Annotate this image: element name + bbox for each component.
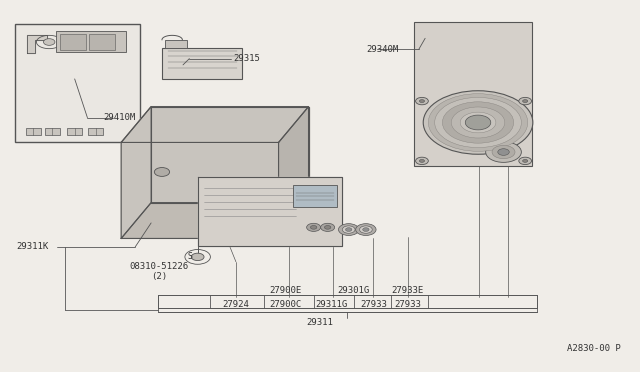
Polygon shape <box>27 35 47 53</box>
Circle shape <box>519 97 532 105</box>
Circle shape <box>356 224 376 235</box>
Circle shape <box>523 160 528 162</box>
Circle shape <box>423 91 533 154</box>
Bar <box>56 31 125 52</box>
Circle shape <box>310 225 317 229</box>
Text: 27924: 27924 <box>223 300 250 310</box>
Text: 29315: 29315 <box>234 54 260 63</box>
Text: 29311: 29311 <box>307 318 333 327</box>
Polygon shape <box>198 177 342 246</box>
Circle shape <box>44 39 55 45</box>
Circle shape <box>523 100 528 103</box>
Circle shape <box>451 107 505 138</box>
Bar <box>67 128 83 135</box>
Circle shape <box>465 115 491 130</box>
Bar <box>15 23 140 142</box>
Circle shape <box>324 225 331 229</box>
Circle shape <box>339 224 359 235</box>
Text: 27933: 27933 <box>360 300 387 310</box>
Circle shape <box>415 157 428 164</box>
Bar <box>88 128 103 135</box>
Circle shape <box>460 112 496 133</box>
Polygon shape <box>151 107 308 203</box>
Circle shape <box>419 100 424 103</box>
Bar <box>162 48 242 79</box>
Circle shape <box>154 167 170 176</box>
Circle shape <box>419 160 424 162</box>
Polygon shape <box>278 107 308 238</box>
Circle shape <box>307 223 321 231</box>
Bar <box>26 128 41 135</box>
Bar <box>90 34 115 50</box>
Polygon shape <box>121 203 308 238</box>
Text: 27933: 27933 <box>394 300 421 310</box>
Circle shape <box>486 142 522 162</box>
Text: A2830-00 P: A2830-00 P <box>567 344 621 353</box>
Bar <box>414 22 532 166</box>
Circle shape <box>415 97 428 105</box>
Bar <box>45 128 60 135</box>
Circle shape <box>428 94 528 151</box>
Circle shape <box>346 228 352 231</box>
Circle shape <box>363 228 369 231</box>
Bar <box>164 40 187 48</box>
Text: 29410M: 29410M <box>103 113 136 122</box>
Circle shape <box>191 253 204 260</box>
Text: 27900E: 27900E <box>269 286 301 295</box>
Circle shape <box>442 102 514 143</box>
Bar <box>293 185 337 207</box>
Circle shape <box>498 149 509 155</box>
Text: 29311G: 29311G <box>316 300 348 310</box>
Circle shape <box>321 223 335 231</box>
Text: 29340M: 29340M <box>366 45 399 54</box>
Circle shape <box>435 97 522 148</box>
Text: 27900C: 27900C <box>269 300 301 310</box>
Bar <box>60 34 86 50</box>
Text: 08310-51226
(2): 08310-51226 (2) <box>130 262 189 281</box>
Circle shape <box>342 226 355 233</box>
Polygon shape <box>121 107 308 142</box>
Text: 29311K: 29311K <box>16 243 48 251</box>
Circle shape <box>360 226 372 233</box>
Text: 29301G: 29301G <box>337 286 369 295</box>
Circle shape <box>492 145 515 159</box>
Circle shape <box>519 157 532 164</box>
Text: S: S <box>188 251 192 261</box>
Text: 27933E: 27933E <box>392 286 424 295</box>
Polygon shape <box>121 107 151 238</box>
